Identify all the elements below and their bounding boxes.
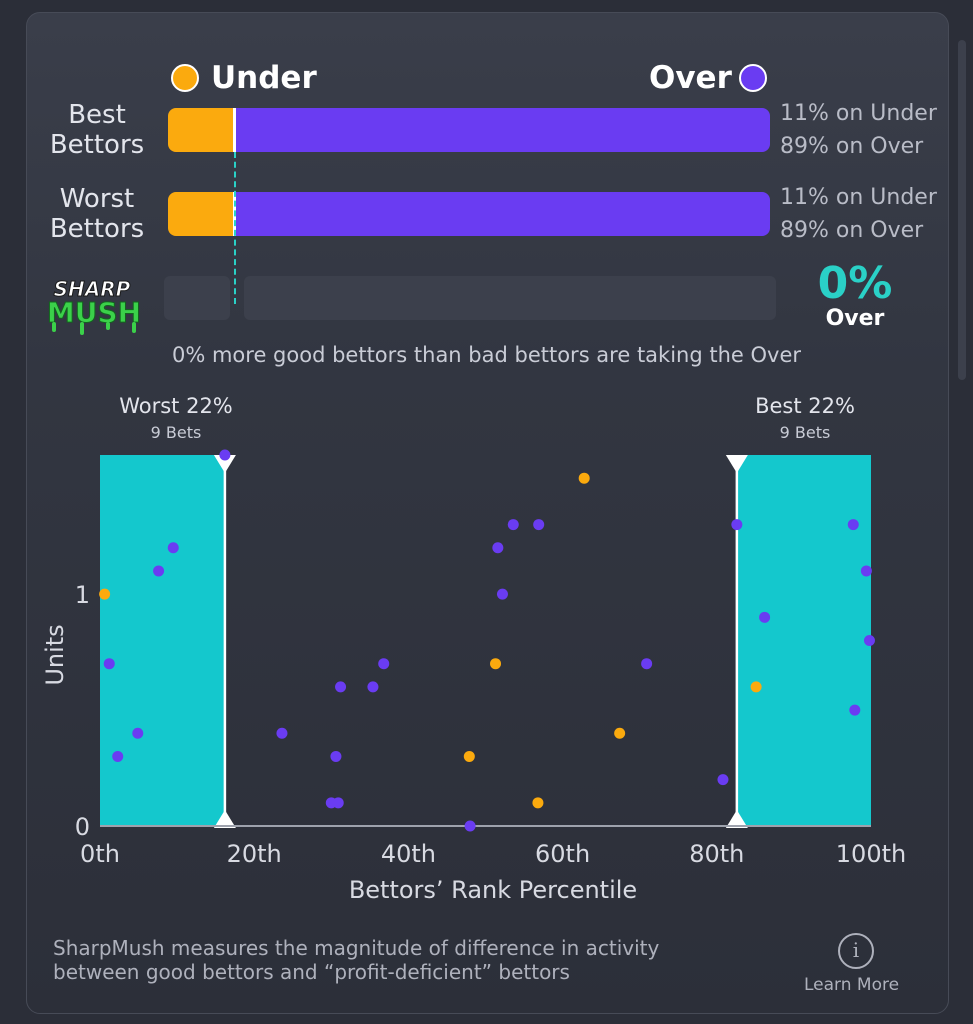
over-bet-point (103, 658, 115, 670)
footer-line1: SharpMush measures the magnitude of diff… (53, 936, 660, 960)
under-legend-label: Under (211, 60, 317, 96)
x-tick-label: 40th (381, 840, 436, 868)
x-axis-label: Bettors’ Rank Percentile (349, 876, 637, 904)
under-bet-point (750, 681, 762, 693)
worst-bettors-percentages: 11% on Under 89% on Over (780, 181, 937, 247)
footer-line2: between good bettors and “profit-deficie… (53, 960, 570, 984)
best-bettors-over-segment (233, 108, 770, 152)
best-bettors-under-text: 11% on Under (780, 101, 937, 126)
worst-bettors-title-line2: Bettors (49, 214, 145, 244)
best-bettors-percentages: 11% on Under 89% on Over (780, 97, 937, 163)
sharpmush-logo-mush: MUSH (47, 296, 141, 329)
over-legend-dot (739, 64, 767, 92)
rank-units-scatter-chart: Worst 22% 9 Bets Best 22% 9 Bets 0th 20th 40th… (41, 394, 906, 904)
best-zone-label: Best 22% (755, 394, 855, 418)
best-zone-bottom-handle (725, 810, 748, 828)
sharpmush-bar-left (164, 276, 230, 320)
over-bet-point (863, 635, 875, 646)
x-tick-label: 20th (227, 840, 282, 868)
over-bet-point (492, 542, 504, 554)
under-bet-point (99, 588, 111, 600)
scrollbar[interactable] (958, 40, 966, 380)
sharpmush-bar-right (244, 276, 776, 320)
worst-bettors-title-line1: Worst (59, 184, 135, 214)
worst-bettors-under-segment (168, 192, 233, 236)
footer-description: SharpMush measures the magnitude of diff… (53, 936, 773, 984)
x-tick-label: 100th (836, 840, 906, 868)
best-bettors-over-text: 89% on Over (780, 134, 924, 159)
worst-zone-label: Worst 22% (119, 394, 233, 418)
over-bet-point (132, 727, 144, 739)
over-bet-point (860, 565, 872, 577)
x-tick-label: 80th (689, 840, 744, 868)
sharpmush-value: 0% (817, 258, 893, 309)
over-bet-point (276, 727, 288, 739)
over-legend-label: Over (649, 60, 732, 96)
under-bet-point (614, 727, 626, 739)
under-legend-dot (171, 64, 199, 92)
reference-dashed-line (234, 152, 236, 304)
best-bettors-title: Best Bettors (27, 100, 167, 160)
best-bettors-title-line1: Best (68, 100, 126, 130)
over-bet-point (533, 519, 545, 531)
over-bet-point (153, 565, 165, 577)
best-zone-top-handle (725, 455, 748, 473)
over-bet-point (496, 588, 508, 600)
worst-zone-bottom-handle (213, 810, 236, 828)
worst-bettors-bar (168, 192, 770, 236)
best-zone-sublabel: 9 Bets (780, 423, 831, 442)
over-bet-point (367, 681, 379, 693)
over-bet-point (849, 704, 861, 716)
sharpmush-logo-sharp: SHARP (54, 277, 131, 301)
over-bet-point (464, 820, 476, 832)
y-tick-label: 1 (75, 581, 90, 609)
info-icon[interactable]: i (838, 933, 874, 969)
learn-more-link[interactable]: Learn More (804, 975, 900, 995)
over-bet-point (219, 449, 231, 461)
best-bettors-bar (168, 108, 770, 152)
over-bet-point (332, 797, 344, 809)
over-bet-point (759, 611, 771, 623)
sharpmush-side: Over (825, 306, 885, 331)
over-bet-point (717, 774, 729, 786)
worst-bettors-over-text: 89% on Over (780, 218, 924, 243)
over-bet-point (731, 519, 743, 531)
x-tick-label: 60th (535, 840, 590, 868)
over-bet-point (507, 519, 519, 531)
worst-zone-top-handle (213, 455, 236, 473)
over-bet-point (335, 681, 347, 693)
under-bet-point (490, 658, 502, 670)
y-axis-label: Units (41, 624, 69, 685)
over-bet-point (847, 519, 859, 531)
under-bet-point (532, 797, 544, 809)
x-tick-label: 0th (80, 840, 120, 868)
best-bettors-title-line2: Bettors (49, 130, 145, 160)
best-bettors-under-segment (168, 108, 233, 152)
over-bet-point (167, 542, 179, 554)
over-bet-point (378, 658, 390, 670)
sharpmush-logo: SHARP MUSH (46, 277, 142, 335)
y-tick-label: 0 (75, 813, 90, 841)
worst-zone (100, 455, 225, 826)
worst-bettors-under-text: 11% on Under (780, 185, 937, 210)
sharpmush-summary: 0% more good bettors than bad bettors ar… (171, 343, 802, 367)
under-bet-point (578, 472, 590, 484)
worst-zone-sublabel: 9 Bets (151, 423, 202, 442)
over-bet-point (112, 750, 124, 762)
over-bet-point (330, 750, 342, 762)
over-bet-point (641, 658, 653, 670)
under-bet-point (463, 750, 475, 762)
best-zone (736, 455, 871, 826)
worst-bettors-title: Worst Bettors (27, 184, 167, 244)
worst-bettors-over-segment (233, 192, 770, 236)
